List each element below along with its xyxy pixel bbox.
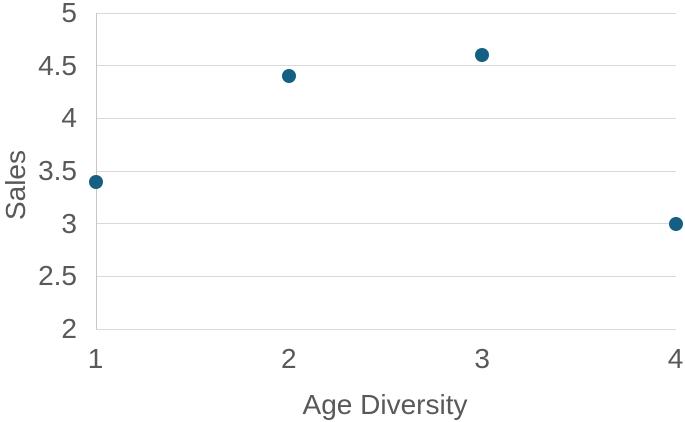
- y-tick-label: 2: [61, 313, 77, 344]
- gridline: [95, 12, 676, 14]
- gridline: [95, 65, 676, 67]
- gridline: [95, 117, 676, 119]
- gridline: [95, 275, 676, 277]
- x-tick-label: 3: [474, 343, 490, 374]
- y-tick-label: 4: [61, 102, 77, 134]
- data-point[interactable]: [475, 48, 490, 63]
- y-axis-line: [95, 13, 97, 329]
- gridline: [95, 170, 676, 172]
- y-tick-label: 5: [61, 0, 77, 28]
- gridline: [95, 223, 676, 225]
- y-tick-label: 2.5: [38, 260, 77, 292]
- x-tick-label: 1: [87, 343, 104, 374]
- x-axis-title: Age Diversity: [302, 389, 468, 420]
- x-tick-label: 4: [667, 343, 684, 374]
- gridline: [95, 328, 676, 330]
- plot-area: [88, 12, 683, 330]
- y-tick-label: 4.5: [38, 49, 77, 81]
- y-tick-label: 3: [61, 207, 77, 239]
- data-point[interactable]: [668, 216, 683, 231]
- data-point[interactable]: [281, 69, 296, 84]
- x-tick-label: 2: [281, 343, 297, 374]
- y-tick-label: 3.5: [38, 155, 77, 186]
- data-point[interactable]: [88, 174, 103, 189]
